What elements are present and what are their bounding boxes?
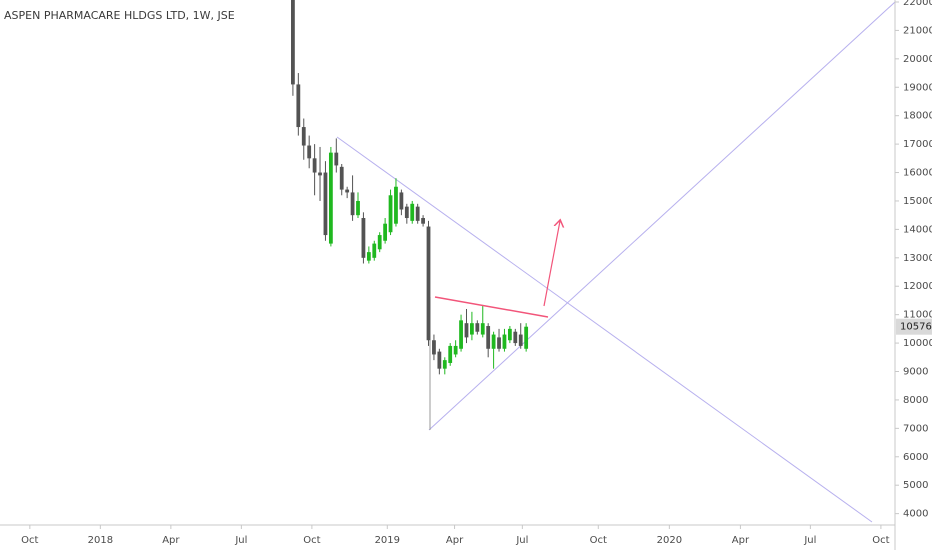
y-tick-label: 17000: [903, 139, 932, 150]
last-price-label: 10576: [900, 322, 932, 333]
y-tick-label: 7000: [903, 423, 928, 434]
candle-body: [328, 152, 333, 244]
y-tick-label: 22000: [903, 0, 932, 8]
candle-body: [366, 252, 371, 261]
candle-body: [383, 223, 388, 241]
y-tick-label: 15000: [903, 196, 932, 207]
y-tick-label: 21000: [903, 25, 932, 36]
candle-body: [464, 323, 469, 338]
x-tick-label: Apr: [162, 535, 180, 546]
x-tick-label: 2019: [375, 535, 400, 546]
candle-body: [421, 218, 425, 224]
candle-body: [339, 166, 344, 190]
candle-body: [426, 226, 431, 341]
candle-body: [518, 334, 523, 346]
candle-body: [507, 328, 512, 341]
y-tick-label: 9000: [903, 367, 928, 378]
candle-body: [350, 192, 355, 216]
candle-body: [513, 331, 518, 344]
candle-body: [437, 351, 442, 369]
candle-body: [491, 334, 496, 349]
y-tick-label: 11000: [903, 310, 932, 321]
candle-body: [497, 337, 501, 349]
candle-body: [442, 360, 447, 369]
x-tick-label: Apr: [446, 535, 464, 546]
x-tick-label: Apr: [732, 535, 750, 546]
trend-line: [428, 1, 896, 431]
candle-body: [334, 152, 339, 166]
y-tick-label: 14000: [903, 224, 932, 235]
y-tick-label: 18000: [903, 111, 932, 122]
candle-body: [475, 323, 480, 332]
x-tick-label: Oct: [590, 535, 607, 546]
candle-body: [459, 320, 463, 349]
candle-body: [291, 0, 295, 85]
candle-body: [524, 326, 529, 349]
y-tick-label: 16000: [903, 168, 932, 179]
candle-body: [453, 345, 458, 355]
plot-area: [291, 0, 529, 375]
candle-body: [448, 345, 453, 363]
candle-body: [470, 323, 474, 335]
candle-body: [486, 326, 491, 349]
candle-body: [296, 84, 301, 128]
y-tick-label: 12000: [903, 281, 932, 292]
candle-body: [361, 218, 366, 258]
x-tick-label: 2020: [657, 535, 682, 546]
x-tick-label: Oct: [872, 535, 889, 546]
x-tick-label: Jul: [234, 535, 247, 546]
candle-body: [345, 189, 350, 193]
y-tick-label: 13000: [903, 253, 932, 264]
candle-body: [307, 145, 312, 159]
chart-title: ASPEN PHARMACARE HLDGS LTD, 1W, JSE: [4, 9, 235, 22]
y-tick-label: 19000: [903, 82, 932, 93]
candle-body: [312, 158, 317, 173]
candle-body: [480, 323, 485, 335]
last-price-box: [896, 318, 932, 335]
y-tick-label: 6000: [903, 452, 928, 463]
y-tick-label: 10000: [903, 338, 932, 349]
candle-body: [301, 127, 306, 146]
y-tick-label: 5000: [903, 480, 928, 491]
candle-body: [318, 172, 322, 176]
x-tick-label: Oct: [303, 535, 320, 546]
y-tick-label: 4000: [903, 509, 928, 520]
x-tick-label: Jul: [803, 535, 816, 546]
candle-body: [372, 243, 377, 258]
drawings: [336, 1, 896, 523]
candle-body: [388, 195, 393, 233]
candle-body: [394, 186, 398, 224]
candle-body: [502, 334, 507, 349]
x-tick-label: 2018: [88, 535, 113, 546]
trend-line: [336, 136, 873, 523]
resistance-line: [434, 296, 549, 318]
candle-body: [415, 206, 420, 221]
candle-body: [356, 200, 360, 216]
x-tick-label: Jul: [515, 535, 528, 546]
candle-body: [432, 340, 436, 355]
arrow: [543, 221, 560, 307]
x-tick-label: Oct: [21, 535, 38, 546]
candle-body: [377, 235, 382, 250]
y-tick-label: 8000: [903, 395, 928, 406]
y-tick-label: 20000: [903, 54, 932, 65]
candle-body: [410, 203, 415, 221]
candle-body: [399, 192, 404, 210]
candle-body: [323, 172, 328, 236]
candle-body: [404, 206, 409, 219]
